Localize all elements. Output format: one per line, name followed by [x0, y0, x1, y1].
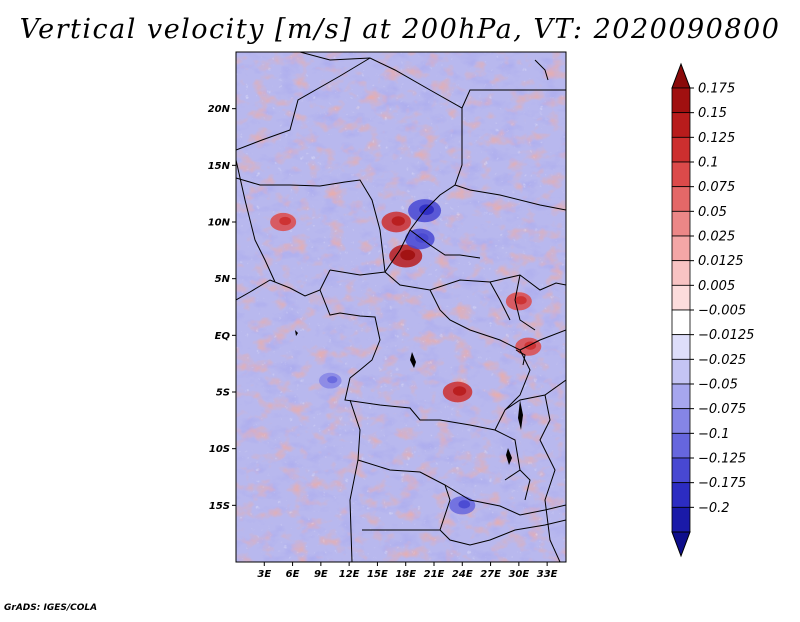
colorbar-swatch: [671, 383, 691, 410]
lon-tick-label: 24E: [452, 569, 473, 580]
hotspot-core: [279, 216, 291, 226]
colorbar-bottom-arrow: [671, 531, 691, 558]
lon-tick-label: 27E: [480, 569, 501, 580]
lat-tick-label: EQ: [215, 331, 231, 342]
colorbar-swatch: [671, 506, 691, 533]
colorbar-label: 0.1: [698, 156, 719, 171]
lat-tick-label: 10S: [209, 444, 230, 455]
colorbar-swatch: [671, 482, 691, 508]
hotspot-core: [419, 204, 434, 215]
lat-tick-label: 15S: [209, 501, 230, 512]
colorbar-swatch: [671, 87, 691, 114]
colorbar-label: 0.15: [698, 106, 727, 121]
convection-hotspots: [270, 199, 542, 515]
hotspot-core: [391, 216, 405, 226]
colorbar-swatch: [671, 309, 691, 336]
colorbar-label: 0.005: [698, 279, 735, 294]
lon-tick-label: 18E: [395, 569, 416, 580]
colorbar-swatch: [671, 260, 691, 286]
lon-tick-label: 21E: [424, 569, 445, 580]
colorbar-swatch: [671, 334, 691, 360]
colorbar-swatch: [671, 432, 691, 459]
colorbar-top-arrow: [671, 62, 691, 89]
colorbar: 0.175 0.15 0.125 0.1 0.075 0.05 0.025 0.0125 0.0…: [671, 62, 754, 558]
lon-tick-label: 30E: [508, 569, 529, 580]
map-field: [236, 52, 566, 562]
grads-credit: GrADS: IGES/COLA: [4, 603, 98, 613]
colorbar-label: 0.175: [698, 82, 735, 97]
colorbar-swatch: [671, 408, 691, 434]
colorbar-swatch: [671, 235, 691, 262]
colorbar-swatch: [671, 161, 691, 188]
colorbar-label: −0.005: [698, 304, 746, 319]
colorbar-label: −0.0125: [698, 328, 754, 343]
lat-tick-label: 5N: [215, 274, 231, 285]
colorbar-label: −0.075: [698, 402, 746, 417]
map-title: Vertical velocity [m/s] at 200hPa, VT: 2…: [19, 14, 781, 45]
lon-tick-label: 3E: [257, 569, 271, 580]
latitude-axis: 20N 15N 10N 5N EQ 5S 10S 15S: [208, 104, 236, 512]
lat-tick-label: 20N: [208, 104, 231, 115]
colorbar-swatch: [671, 358, 691, 385]
country-borders: [236, 52, 566, 562]
colorbar-label: 0.125: [698, 131, 735, 146]
lakes: [295, 330, 523, 465]
colorbar-swatch: [671, 136, 691, 163]
lon-tick-label: 15E: [367, 569, 388, 580]
hotspot-core: [415, 233, 429, 243]
colorbar-label: 0.05: [698, 205, 727, 220]
hotspot-core: [327, 376, 338, 384]
colorbar-swatch: [671, 284, 691, 311]
colorbar-swatch: [671, 457, 691, 484]
lon-tick-label: 6E: [286, 569, 300, 580]
hotspot-core: [458, 500, 471, 509]
lon-tick-label: 9E: [314, 569, 328, 580]
colorbar-label: 0.075: [698, 180, 735, 195]
lon-tick-label: 33E: [537, 569, 558, 580]
colorbar-swatch: [671, 210, 691, 237]
lon-tick-label: 12E: [339, 569, 360, 580]
colorbar-label: −0.1: [698, 427, 730, 442]
colorbar-label: −0.125: [698, 452, 746, 467]
lat-tick-label: 10N: [208, 218, 231, 229]
colorbar-label: 0.025: [698, 230, 735, 245]
hotspot-core: [400, 249, 416, 261]
colorbar-swatch: [671, 186, 691, 212]
hotspot-core: [515, 296, 527, 305]
colorbar-label: −0.025: [698, 353, 746, 368]
colorbar-swatch: [671, 112, 691, 138]
lat-tick-label: 15N: [208, 161, 231, 172]
colorbar-label: 0.0125: [698, 254, 744, 269]
map-frame: [235, 51, 567, 563]
colorbar-label: −0.05: [698, 378, 738, 393]
colorbar-label: −0.2: [698, 501, 730, 516]
hotspot-core: [452, 386, 467, 396]
colorbar-label: −0.175: [698, 476, 746, 491]
longitude-axis: 3E 6E 9E 12E 15E 18E 21E 24E 27E 30E 33E: [257, 562, 558, 580]
lat-tick-label: 5S: [216, 388, 230, 399]
